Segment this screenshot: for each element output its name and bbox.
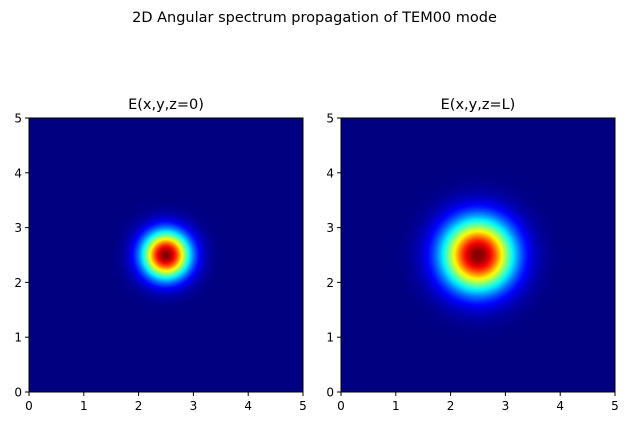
x-tick-label: 2	[447, 399, 455, 413]
panel-left: E(x,y,z=0) 0 1 2 3 4 5 0 1 2 3 4 5	[14, 97, 306, 413]
figure-suptitle: 2D Angular spectrum propagation of TEM00…	[132, 10, 497, 26]
axes-frame	[340, 117, 616, 393]
y-tick-label: 0	[14, 386, 22, 400]
x-tick-label: 1	[392, 399, 400, 413]
panel-left-title: E(x,y,z=0)	[128, 97, 204, 113]
x-tick-label: 5	[299, 399, 307, 413]
y-tick-label: 5	[14, 112, 22, 126]
y-tick-label: 0	[326, 386, 334, 400]
x-tick-label: 4	[244, 399, 252, 413]
axes-frame	[28, 117, 304, 393]
y-tick-label: 1	[14, 331, 22, 345]
y-tick-label: 3	[14, 221, 22, 235]
y-tick-label: 4	[326, 166, 334, 180]
x-tick-label: 0	[25, 399, 33, 413]
heatmap-field	[341, 118, 615, 392]
panel-right: E(x,y,z=L) 0 1 2 3 4 5 0 1 2 3 4 5	[326, 97, 618, 413]
x-tick-label: 5	[611, 399, 619, 413]
y-tick-label: 5	[326, 112, 334, 126]
x-tick-label: 3	[502, 399, 510, 413]
x-tick-label: 4	[556, 399, 564, 413]
x-tick-label: 2	[135, 399, 143, 413]
y-tick-label: 4	[14, 166, 22, 180]
x-tick-label: 0	[337, 399, 345, 413]
x-tick-label: 1	[80, 399, 88, 413]
heatmap-field	[29, 118, 303, 392]
y-tick-label: 2	[14, 276, 22, 290]
panel-right-title: E(x,y,z=L)	[441, 97, 516, 113]
y-tick-label: 1	[326, 331, 334, 345]
y-tick-label: 2	[326, 276, 334, 290]
y-tick-label: 3	[326, 221, 334, 235]
x-tick-label: 3	[190, 399, 198, 413]
